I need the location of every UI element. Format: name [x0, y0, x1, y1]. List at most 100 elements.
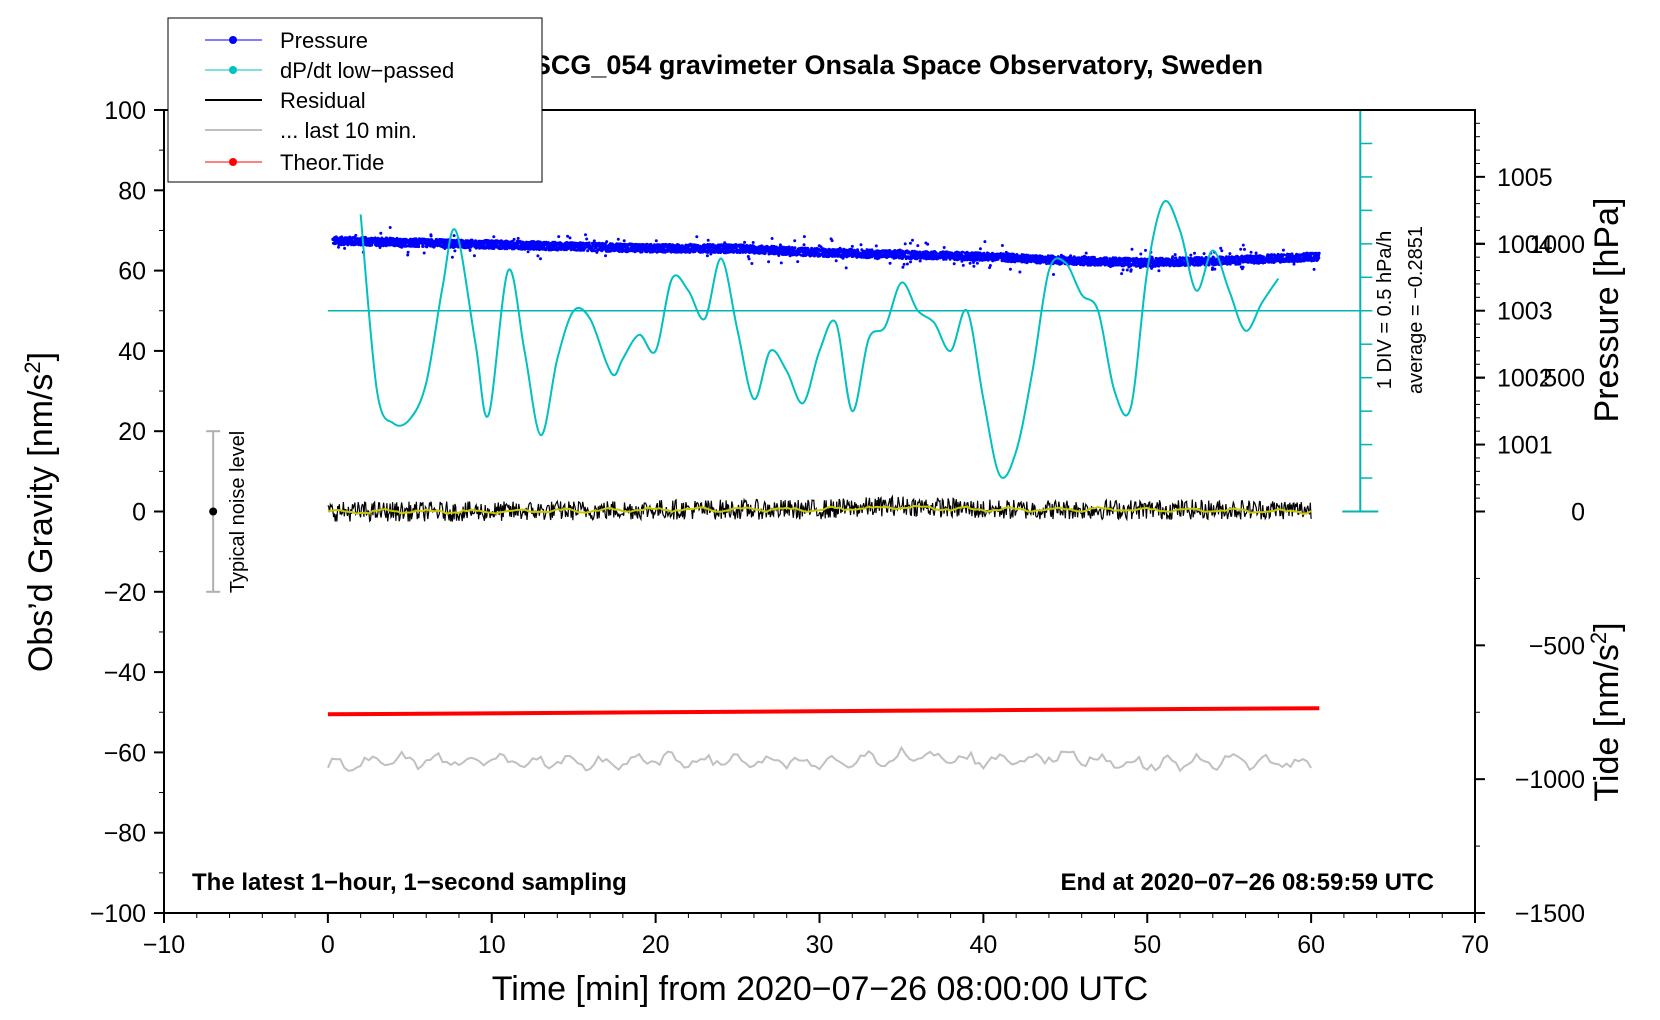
pressure-point	[975, 261, 979, 265]
pressure-point	[1243, 247, 1246, 251]
pressure-point	[1171, 255, 1175, 259]
pressure-point	[568, 236, 572, 240]
pressure-point	[406, 250, 410, 254]
pressure-point	[796, 260, 800, 264]
pressure-point	[453, 249, 457, 253]
pressure-point	[512, 237, 516, 241]
pressure-point	[1254, 251, 1258, 255]
pressure-point	[592, 239, 596, 243]
pressure-point	[859, 243, 863, 247]
pressure-point	[1228, 252, 1232, 256]
pressure-point	[469, 245, 473, 249]
pressure-point	[988, 264, 992, 267]
pressure-point	[585, 237, 589, 241]
pressure-point	[468, 248, 472, 252]
pressure-point	[1130, 247, 1134, 251]
pressure-point	[452, 234, 456, 238]
pressure-point	[617, 250, 621, 253]
pressure-point	[1008, 267, 1012, 271]
pressure-point	[750, 262, 754, 265]
pressure-point	[616, 237, 620, 241]
pressure-point	[450, 255, 454, 259]
pressure-point	[605, 240, 609, 244]
pressure-point	[1000, 244, 1004, 247]
pressure-point	[1239, 247, 1243, 251]
pressure-point	[844, 266, 848, 270]
pressure-point	[830, 239, 834, 243]
pressure-point	[539, 257, 542, 261]
pressure-point	[793, 239, 797, 243]
pressure-point	[354, 233, 358, 237]
pressure-point	[569, 248, 573, 252]
pressure-point	[942, 246, 946, 249]
pressure-point	[695, 235, 699, 239]
pressure-point	[526, 250, 530, 254]
pressure-point	[767, 260, 771, 264]
pressure-point	[968, 261, 972, 265]
pressure-point	[926, 242, 930, 246]
pressure-point	[395, 236, 399, 240]
pressure-point	[1219, 246, 1223, 250]
pressure-point	[903, 242, 907, 246]
pressure-point	[747, 257, 751, 261]
pressure-point	[1281, 248, 1285, 252]
pressure-point	[918, 259, 922, 263]
pressure-point	[909, 260, 912, 264]
pressure-point	[901, 265, 905, 269]
pressure-point	[772, 244, 776, 248]
pressure-point	[952, 262, 956, 266]
pressure-point	[421, 244, 425, 248]
pressure-point	[779, 261, 783, 265]
pressure-point	[596, 248, 600, 252]
pressure-point	[406, 253, 410, 257]
pressure-point	[1282, 253, 1286, 257]
pressure-point	[1018, 270, 1022, 274]
pressure-point	[793, 246, 797, 250]
pressure-point	[654, 239, 658, 243]
pressure-point	[1125, 268, 1129, 272]
pressure-point	[385, 236, 388, 240]
pressure-point	[1121, 268, 1125, 272]
pressure-point	[343, 246, 347, 250]
pressure-point	[706, 238, 710, 242]
pressure-point	[850, 244, 854, 248]
pressure-point	[1202, 252, 1206, 256]
series-layer	[206, 109, 1379, 773]
pressure-point	[557, 235, 561, 239]
pressure-point	[464, 246, 468, 250]
pressure-point	[388, 226, 392, 229]
pressure-point	[1189, 253, 1193, 257]
pressure-point	[751, 241, 755, 244]
pressure-point	[802, 243, 806, 247]
pressure-point	[916, 244, 920, 248]
pressure-point	[586, 249, 590, 253]
pressure-point	[399, 238, 403, 241]
pressure-point	[662, 246, 666, 250]
pressure-point	[516, 236, 520, 240]
pressure-point	[1207, 263, 1211, 267]
pressure-point	[983, 240, 987, 244]
pressure-point	[902, 262, 906, 266]
pressure-point	[908, 241, 912, 245]
pressure-point	[1292, 262, 1296, 266]
pressure-point	[961, 263, 965, 267]
pressure-point	[1173, 253, 1177, 257]
pressure-point	[1105, 256, 1109, 260]
pressure-point	[400, 245, 404, 249]
pressure-point	[1220, 249, 1224, 253]
pressure-point	[705, 254, 709, 258]
pressure-point	[783, 245, 787, 249]
pressure-point	[905, 262, 909, 266]
pressure-point	[337, 245, 340, 249]
pressure-point	[918, 250, 922, 254]
pressure-point	[379, 231, 383, 235]
pressure-point	[1241, 243, 1245, 247]
pressure-point	[536, 254, 540, 258]
pressure-point	[604, 254, 607, 258]
pressure-point	[888, 261, 892, 265]
pressure-point	[1241, 265, 1245, 269]
pressure-point	[566, 234, 570, 238]
pressure-point	[425, 245, 429, 249]
pressure-point	[743, 240, 747, 244]
